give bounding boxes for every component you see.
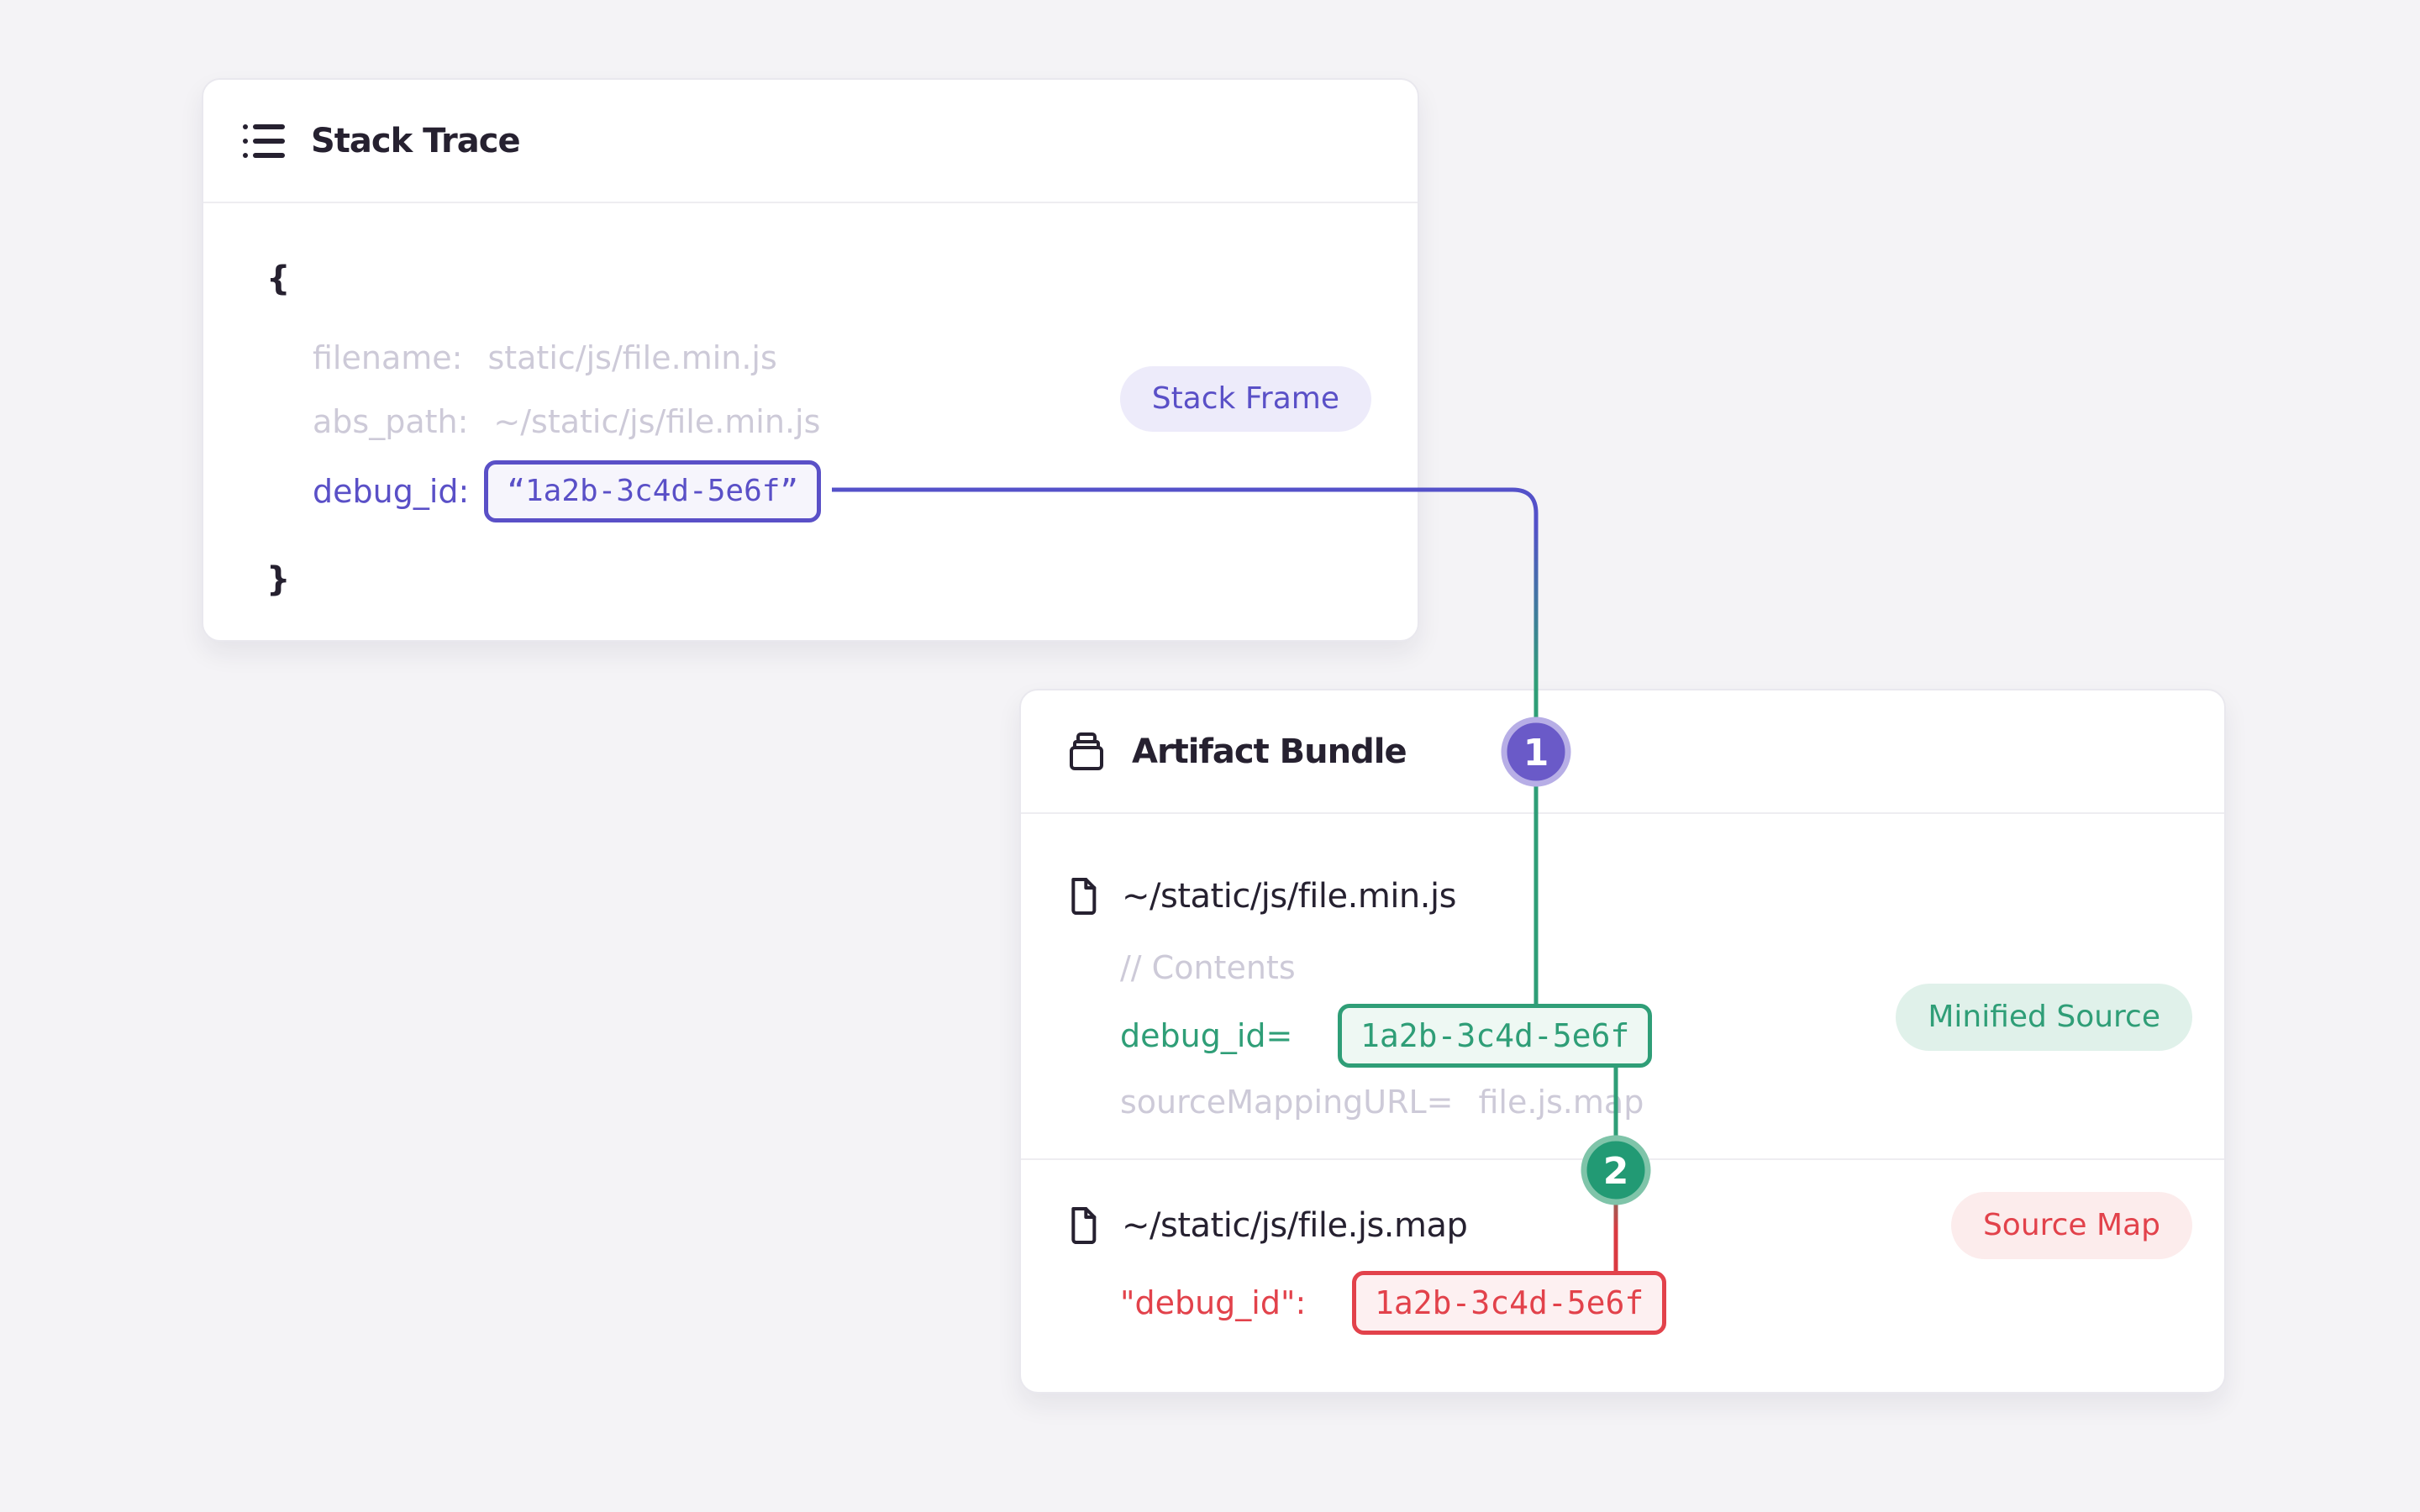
- artifact-bundle-card: Artifact Bundle ~/static/js/file.min.js …: [1019, 689, 2226, 1394]
- sourcemap-debug-id-box: 1a2b-3c4d-5e6f: [1352, 1271, 1667, 1335]
- source-mapping-value: file.js.map: [1478, 1084, 1644, 1121]
- archive-icon: [1066, 732, 1107, 772]
- artifact-bundle-body: ~/static/js/file.min.js Minified Source …: [1021, 814, 2224, 1392]
- stack-trace-card: Stack Trace Stack Frame { filename: stat…: [202, 78, 1419, 642]
- frame-abs-path-row: abs_path: ~/static/js/file.min.js: [313, 403, 820, 440]
- sourcemap-file-name: ~/static/js/file.js.map: [1122, 1206, 1468, 1245]
- stack-trace-body: Stack Frame { filename: static/js/file.m…: [203, 203, 1418, 640]
- stack-frame-badge: Stack Frame: [1119, 366, 1371, 432]
- bundle-debug-id-label: debug_id=: [1120, 1017, 1293, 1054]
- frame-filename-row: filename: static/js/file.min.js: [313, 339, 777, 376]
- file-icon: [1066, 1205, 1100, 1246]
- stack-trace-card-header: Stack Trace: [203, 80, 1418, 203]
- frame-debug-id-row: debug_id: “1a2b-3c4d-5e6f”: [313, 460, 822, 522]
- open-brace: {: [266, 260, 291, 298]
- frame-debug-id-box: “1a2b-3c4d-5e6f”: [484, 460, 822, 522]
- source-mapping-row: sourceMappingURL= file.js.map: [1120, 1084, 1644, 1121]
- bundle-section-divider: [1021, 1158, 2224, 1160]
- list-icon: [242, 122, 286, 160]
- bundle-debug-id-box: 1a2b-3c4d-5e6f: [1338, 1004, 1653, 1068]
- file-icon: [1066, 876, 1100, 916]
- minified-file-row: ~/static/js/file.min.js: [1066, 876, 1456, 916]
- frame-abs-path-value: ~/static/js/file.min.js: [493, 403, 821, 440]
- artifact-bundle-card-header: Artifact Bundle: [1021, 690, 2224, 814]
- frame-abs-path-label: abs_path:: [313, 403, 469, 440]
- frame-filename-label: filename:: [313, 339, 463, 376]
- minified-source-badge: Minified Source: [1896, 984, 2192, 1051]
- source-map-badge: Source Map: [1950, 1192, 2192, 1259]
- stack-trace-title: Stack Trace: [311, 121, 521, 160]
- sourcemap-debug-id-label: "debug_id":: [1120, 1284, 1307, 1321]
- close-brace: }: [266, 560, 291, 599]
- source-mapping-label: sourceMappingURL=: [1120, 1084, 1454, 1121]
- artifact-bundle-title: Artifact Bundle: [1132, 732, 1407, 771]
- frame-filename-value: static/js/file.min.js: [487, 339, 777, 376]
- contents-comment: // Contents: [1120, 949, 1296, 986]
- minified-file-name: ~/static/js/file.min.js: [1122, 877, 1456, 916]
- sourcemap-file-row: ~/static/js/file.js.map: [1066, 1205, 1468, 1246]
- frame-debug-id-label: debug_id:: [313, 473, 470, 510]
